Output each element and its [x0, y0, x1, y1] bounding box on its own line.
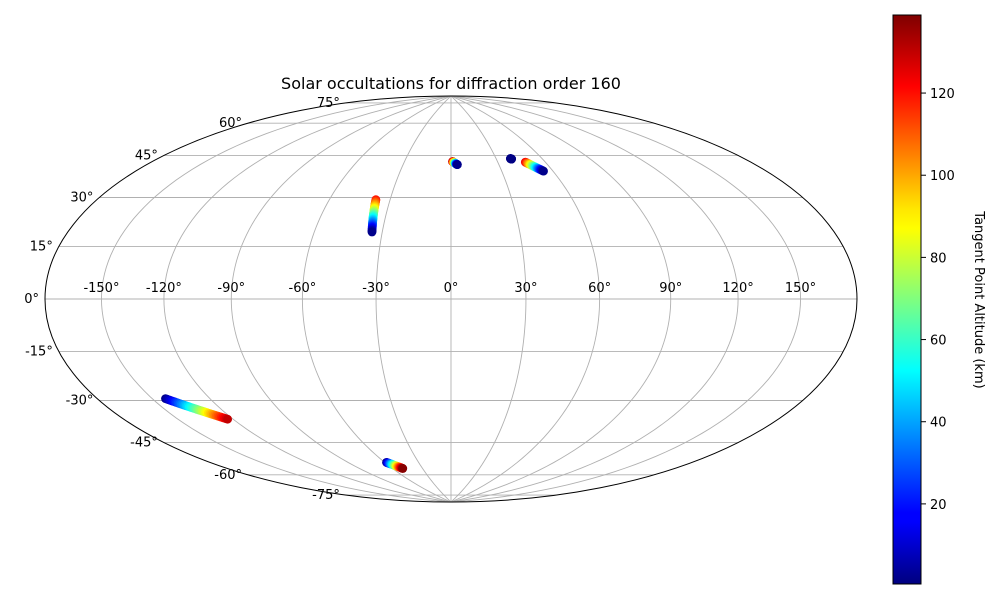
longitude-tick-label: 120°: [722, 281, 753, 296]
longitude-tick-labels: -150° -120° -90° -60° -30° 0° 30° 60° 90° 120° 150…: [83, 281, 816, 296]
longitude-tick-label: 90°: [659, 281, 682, 296]
graticule: [45, 96, 857, 502]
colorbar-gradient: [892, 14, 922, 585]
colorbar-tick-label: 40: [930, 416, 947, 431]
colorbar-tick-label: 20: [930, 498, 947, 513]
longitude-tick-label: -30°: [362, 281, 390, 296]
colorbar: 20 40 60 80 100 120 Tangent Point Altitude (k…: [892, 14, 986, 585]
occultation-point: [367, 227, 377, 237]
latitude-tick-label: 45°: [135, 148, 158, 163]
longitude-tick-label: -60°: [289, 281, 317, 296]
longitude-tick-label: 150°: [785, 281, 816, 296]
occultation-point: [539, 166, 548, 176]
map-boundary: [44, 95, 858, 503]
latitude-tick-label: 15°: [30, 239, 53, 254]
occultation-point: [507, 154, 516, 164]
latitude-tick-label: -45°: [130, 436, 158, 451]
longitude-tick-label: 0°: [444, 281, 459, 296]
longitude-tick-label: -150°: [83, 281, 119, 296]
latitude-tick-label: 30°: [70, 191, 93, 206]
latitude-tick-label: 60°: [219, 116, 242, 131]
longitude-tick-label: 60°: [588, 281, 611, 296]
colorbar-tick-label: 120: [930, 87, 955, 102]
colorbar-tick-label: 60: [930, 334, 947, 349]
latitude-tick-label: 75°: [317, 96, 340, 111]
occultation-point: [223, 414, 233, 424]
colorbar-label: Tangent Point Altitude (km): [971, 210, 986, 388]
occultation-points: [161, 154, 548, 473]
occultation-point: [398, 464, 408, 473]
colorbar-ticks: 20 40 60 80 100 120: [921, 87, 955, 513]
colorbar-tick-label: 100: [930, 169, 955, 184]
chart-title: Solar occultations for diffraction order…: [281, 74, 621, 93]
longitude-tick-label: -120°: [146, 281, 182, 296]
colorbar-tick-label: 80: [930, 251, 947, 266]
latitude-tick-label: -60°: [214, 468, 242, 483]
latitude-tick-label: 0°: [24, 292, 39, 307]
latitude-tick-label: -15°: [25, 345, 53, 360]
latitude-tick-label: -30°: [66, 394, 94, 409]
latitude-tick-labels: 75° 60° 45° 30° 15° 0° -15° -30° -45° -60° -75°: [24, 96, 340, 503]
occultation-point: [452, 160, 462, 170]
longitude-tick-label: -90°: [217, 281, 245, 296]
latitude-tick-label: -75°: [312, 488, 340, 503]
longitude-tick-label: 30°: [514, 281, 537, 296]
